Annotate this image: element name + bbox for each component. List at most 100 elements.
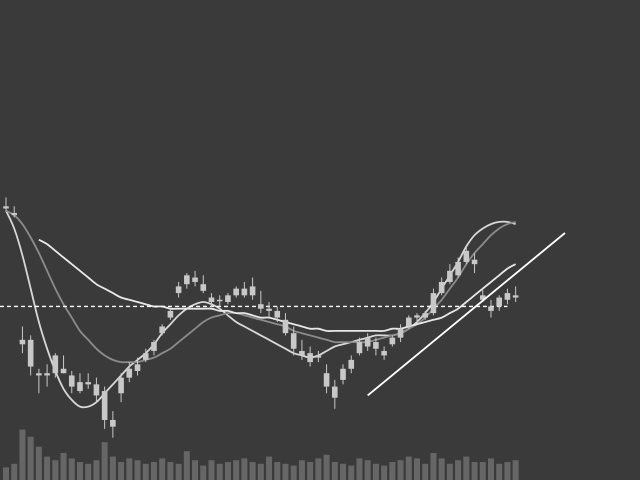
volume-bar <box>142 463 149 480</box>
volume-bar <box>282 463 289 480</box>
candle-body <box>438 281 445 294</box>
volume-bar <box>19 429 26 480</box>
candle-body <box>290 333 297 349</box>
candle-body <box>315 355 322 358</box>
candle-body <box>389 337 396 345</box>
volume-bar <box>35 446 42 480</box>
candle-body <box>397 328 404 338</box>
candle-body <box>142 353 149 360</box>
volume-bar <box>208 460 215 480</box>
volume-bar <box>372 463 379 480</box>
volume-bars <box>3 429 519 480</box>
candle-body <box>208 297 215 302</box>
candle-body <box>258 304 264 309</box>
volume-bar <box>109 456 116 480</box>
volume-bar <box>364 460 371 480</box>
candle-body <box>159 326 165 334</box>
candles <box>3 197 519 438</box>
volume-bar <box>438 458 445 480</box>
candle-body <box>479 295 486 300</box>
volume-bar <box>504 462 511 480</box>
volume-bar <box>471 462 478 480</box>
trend-line-segment <box>367 232 566 397</box>
volume-bar <box>274 462 281 480</box>
candle-body <box>266 308 272 311</box>
candle-body <box>307 353 313 363</box>
volume-bar <box>85 463 92 480</box>
candle-body <box>167 310 174 318</box>
volume-bar <box>126 458 133 480</box>
candle-body <box>27 339 34 367</box>
volume-bar <box>348 465 355 480</box>
trend-line <box>367 232 566 397</box>
candle-body <box>225 295 231 302</box>
volume-bar <box>397 460 404 480</box>
volume-bar <box>463 456 470 480</box>
volume-bar <box>44 456 51 480</box>
volume-bar <box>68 458 75 480</box>
volume-bar <box>430 453 437 480</box>
candle-body <box>282 319 289 334</box>
candle-body <box>496 297 502 307</box>
candle-body <box>52 355 59 374</box>
volume-bar <box>3 467 9 480</box>
volume-bar <box>224 462 231 480</box>
candle-body <box>422 313 429 318</box>
volume-bar <box>496 463 503 480</box>
volume-bar <box>175 463 182 480</box>
volume-bar <box>241 458 248 480</box>
volume-bar <box>249 462 256 480</box>
volume-bar <box>381 465 388 480</box>
candle-body <box>36 373 42 376</box>
volume-bar <box>60 453 67 480</box>
candle-body <box>68 375 75 387</box>
candle-body <box>447 270 453 282</box>
candle-body <box>364 337 371 347</box>
candle-body <box>381 350 387 356</box>
candle-body <box>3 206 9 209</box>
candle-body <box>85 382 91 385</box>
candle-body <box>233 288 239 296</box>
volume-bar <box>455 460 462 480</box>
candle-body <box>134 364 141 371</box>
candle-body <box>126 368 133 378</box>
candle-body <box>414 315 420 318</box>
candle-body <box>299 350 305 356</box>
volume-bar <box>216 463 223 480</box>
volume-bar <box>233 460 240 480</box>
candle-body <box>512 295 519 298</box>
candle-body <box>192 277 198 282</box>
volume-bar <box>101 442 108 480</box>
candle-body <box>430 293 437 314</box>
candle-body <box>332 386 338 398</box>
candle-body <box>340 368 346 380</box>
candle-body <box>471 259 478 265</box>
volume-bar <box>446 463 453 480</box>
candle-body <box>175 286 182 294</box>
volume-bar <box>356 458 363 480</box>
volume-bar <box>298 460 305 480</box>
volume-bar <box>307 462 314 480</box>
candle-body <box>348 359 355 369</box>
candle-body <box>44 373 50 376</box>
candle-body <box>101 391 108 420</box>
volume-bar <box>93 460 100 480</box>
volume-bar <box>159 458 166 480</box>
candle-body <box>488 306 494 311</box>
candle-body <box>274 310 281 318</box>
volume-bar <box>257 463 264 480</box>
candle-body <box>118 377 124 394</box>
candle-body <box>249 286 256 296</box>
volume-bar <box>52 460 59 480</box>
volume-bar <box>192 460 199 480</box>
volume-bar <box>315 458 322 480</box>
candle-body <box>151 342 157 351</box>
volume-bar <box>389 462 396 480</box>
volume-bar <box>200 465 207 480</box>
candle-body <box>405 317 412 327</box>
volume-bar <box>487 458 494 480</box>
volume-bar <box>266 456 273 480</box>
volume-bar <box>183 451 190 480</box>
